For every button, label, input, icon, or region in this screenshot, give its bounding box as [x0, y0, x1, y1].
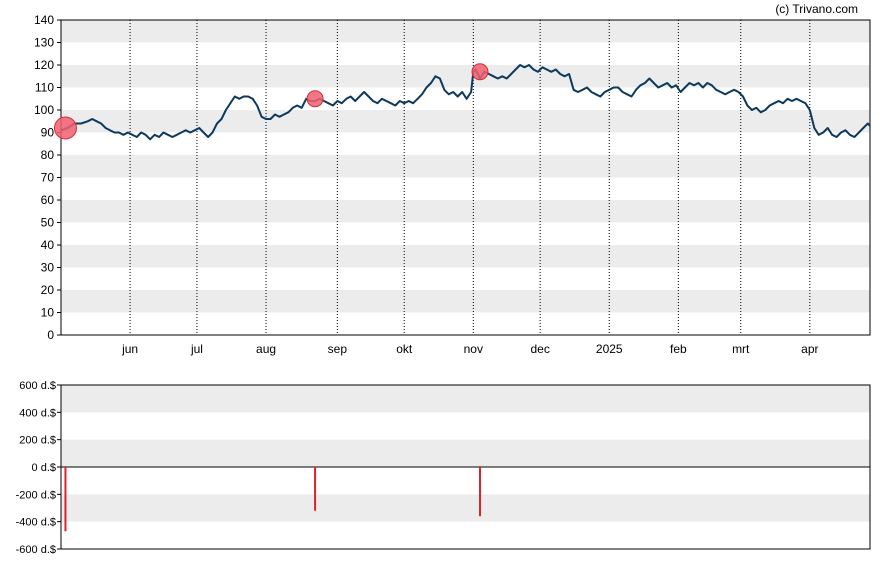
grid-band — [61, 110, 870, 133]
copyright-label: (c) Trivano.com — [775, 2, 858, 16]
trade-marker — [53, 116, 77, 140]
y-tick-label: 600 d.$ — [19, 380, 56, 392]
grid-band — [61, 245, 870, 268]
grid-band — [61, 494, 870, 522]
y-tick-label: -200 d.$ — [16, 489, 56, 501]
y-tick-label: 60 — [41, 193, 55, 207]
grid-band — [61, 200, 870, 223]
y-tick-label: 100 — [34, 103, 54, 117]
y-tick-label: 20 — [41, 283, 55, 297]
grid-band — [61, 155, 870, 178]
trade-marker — [471, 63, 489, 81]
grid-band — [61, 290, 870, 313]
price-frame — [60, 19, 871, 336]
x-tick-label: nov — [464, 342, 483, 356]
y-tick-label: 50 — [41, 216, 55, 230]
y-tick-label: 120 — [34, 58, 54, 72]
x-tick-label: jun — [121, 342, 138, 356]
trade-marker — [306, 90, 324, 108]
y-tick-label: 200 d.$ — [19, 435, 56, 447]
x-tick-label: aug — [256, 342, 276, 356]
x-tick-label: feb — [670, 342, 687, 356]
x-tick-label: 2025 — [596, 342, 623, 356]
y-tick-label: 0 d.$ — [32, 462, 56, 474]
y-tick-label: 90 — [41, 126, 55, 140]
y-tick-label: 30 — [41, 261, 55, 275]
y-tick-label: 0 — [47, 328, 54, 342]
x-tick-label: apr — [801, 342, 818, 356]
x-tick-label: jul — [190, 342, 203, 356]
y-tick-label: 110 — [35, 81, 54, 95]
y-tick-label: 10 — [41, 306, 55, 320]
y-tick-label: 140 — [34, 13, 54, 27]
y-tick-label: 40 — [41, 238, 55, 252]
y-tick-label: 130 — [34, 36, 54, 50]
grid-band — [61, 65, 870, 88]
grid-band — [61, 439, 870, 467]
grid-band — [61, 20, 870, 43]
price-line — [60, 64, 871, 141]
grid-band — [61, 385, 870, 413]
y-tick-label: -400 d.$ — [16, 517, 56, 529]
y-tick-label: 80 — [41, 148, 55, 162]
x-tick-label: sep — [328, 342, 348, 356]
x-tick-label: okt — [396, 342, 413, 356]
y-tick-label: 400 d.$ — [19, 407, 56, 419]
x-tick-label: dec — [530, 342, 549, 356]
x-tick-label: mrt — [732, 342, 750, 356]
volume-panel: 600 d.$ 400 d.$ 200 d.$ 0 d.$ -200 d.$ -400 d… — [16, 380, 871, 556]
price-panel: jun jul aug sep okt nov dec 2025 feb mrt apr 0 10 20 3… — [34, 13, 871, 356]
y-tick-label: 70 — [41, 171, 55, 185]
y-tick-label: -600 d.$ — [16, 544, 56, 556]
